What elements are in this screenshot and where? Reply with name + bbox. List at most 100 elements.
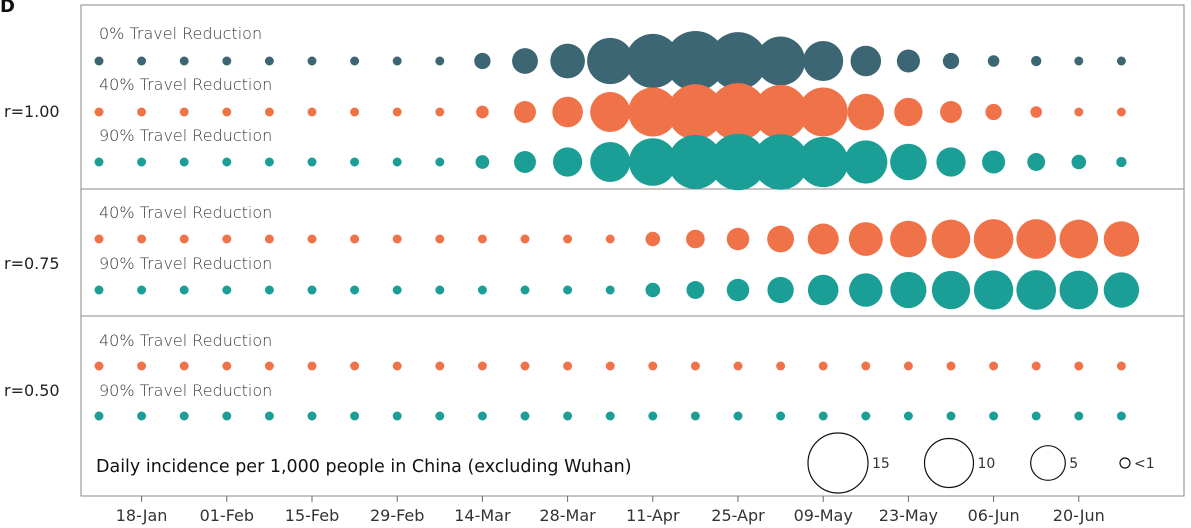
data-bubble xyxy=(264,234,274,244)
data-bubble xyxy=(1074,411,1084,421)
data-bubble xyxy=(690,411,700,421)
data-bubble xyxy=(894,97,923,127)
data-bubble xyxy=(648,361,658,371)
data-bubble xyxy=(350,157,360,167)
series-label: 90% Travel Reduction xyxy=(99,126,272,145)
legend-label: 10 xyxy=(978,456,996,472)
x-tick-label: 15-Feb xyxy=(285,506,339,525)
x-tick-label: 25-Apr xyxy=(711,506,765,525)
data-bubble xyxy=(179,107,189,117)
legend-circle xyxy=(1119,457,1131,469)
legend-label: 15 xyxy=(872,456,890,472)
data-bubble xyxy=(989,361,999,371)
series-label: 0% Travel Reduction xyxy=(99,24,262,43)
data-bubble xyxy=(648,411,658,421)
data-bubble xyxy=(987,55,1000,67)
data-bubble xyxy=(222,157,232,167)
data-bubble xyxy=(514,151,536,173)
panel-frame-r050 xyxy=(80,315,1185,497)
data-bubble xyxy=(767,225,795,253)
x-axis: 18-Jan 01-Feb 15-Feb 29-Feb 14-Mar 28-Mar 11-A… xyxy=(116,496,1105,525)
legend-circle xyxy=(807,432,869,494)
data-bubble xyxy=(392,56,402,66)
legend-label: 5 xyxy=(1069,456,1078,472)
legend-circle xyxy=(923,437,975,489)
data-bubble xyxy=(903,361,913,371)
data-bubble xyxy=(807,274,839,306)
data-bubble xyxy=(264,411,274,421)
data-bubble xyxy=(520,285,530,295)
data-bubble xyxy=(94,361,104,371)
data-bubble xyxy=(752,134,809,190)
data-bubble xyxy=(222,361,232,371)
data-bubble xyxy=(798,136,849,188)
data-bubble xyxy=(179,234,189,244)
data-bubble xyxy=(1016,219,1057,259)
data-bubble xyxy=(1116,56,1126,66)
data-bubble xyxy=(686,281,705,299)
data-bubble xyxy=(903,411,913,421)
data-bubble xyxy=(946,411,956,421)
data-bubble xyxy=(818,361,828,371)
x-tick-label: 29-Feb xyxy=(370,506,424,525)
data-bubble xyxy=(563,234,573,244)
data-bubble xyxy=(392,157,402,167)
data-bubble xyxy=(477,411,487,421)
data-bubble xyxy=(476,105,489,119)
data-bubble xyxy=(307,107,317,117)
data-bubble xyxy=(94,411,104,421)
series-label: 90% Travel Reduction xyxy=(99,254,272,273)
data-bubble xyxy=(307,411,317,421)
data-bubble xyxy=(629,138,677,186)
data-bubble xyxy=(179,361,189,371)
data-bubble xyxy=(861,361,871,371)
panel-label-r075: r=0.75 xyxy=(4,254,60,273)
data-bubble xyxy=(1031,55,1042,67)
data-bubble xyxy=(552,147,583,177)
data-bubble xyxy=(605,411,615,421)
x-tick-label: 18-Jan xyxy=(116,506,168,525)
data-bubble xyxy=(435,157,445,167)
data-bubble xyxy=(222,234,232,244)
data-bubble xyxy=(587,37,634,85)
series-label: 40% Travel Reduction xyxy=(99,203,272,222)
data-bubble xyxy=(767,276,794,304)
data-bubble xyxy=(690,361,700,371)
data-bubble xyxy=(668,134,723,190)
data-bubble xyxy=(179,56,189,66)
x-tick-label: 11-Apr xyxy=(626,506,680,525)
data-bubble xyxy=(798,87,848,137)
data-bubble xyxy=(350,361,360,371)
data-bubble xyxy=(709,83,767,141)
data-bubble xyxy=(137,285,147,295)
data-bubble xyxy=(753,84,808,140)
data-bubble xyxy=(392,285,402,295)
x-tick-label: 14-Mar xyxy=(454,506,511,525)
data-bubble xyxy=(520,361,530,371)
data-bubble xyxy=(264,285,274,295)
data-bubble xyxy=(1116,411,1126,421)
data-bubble xyxy=(849,273,883,307)
data-bubble xyxy=(890,220,927,258)
x-tick-label: 09-May xyxy=(794,506,853,525)
data-bubble xyxy=(222,411,232,421)
data-bubble xyxy=(756,36,806,86)
data-bubble xyxy=(137,234,147,244)
data-bubble xyxy=(477,361,487,371)
data-bubble xyxy=(520,411,530,421)
data-bubble xyxy=(847,93,885,131)
data-bubble xyxy=(709,133,767,191)
data-bubble xyxy=(137,361,147,371)
data-bubble xyxy=(936,147,966,177)
panel-letter: D xyxy=(0,0,15,17)
data-bubble xyxy=(590,92,631,132)
data-bubble xyxy=(1059,270,1099,310)
data-bubble xyxy=(350,107,360,117)
data-bubble xyxy=(137,107,147,117)
data-bubble xyxy=(307,157,317,167)
data-bubble xyxy=(605,361,615,371)
size-legend: 15 10 5 <1 xyxy=(807,432,1155,494)
data-bubble xyxy=(435,285,445,295)
data-bubble xyxy=(264,361,274,371)
